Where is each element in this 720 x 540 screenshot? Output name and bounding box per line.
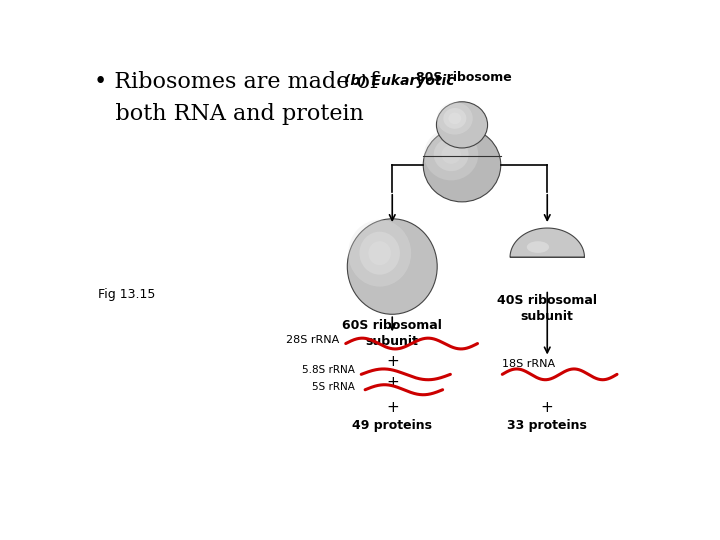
Text: 5.8S rRNA: 5.8S rRNA	[302, 366, 355, 375]
Text: Fig 13.15: Fig 13.15	[98, 288, 155, 301]
Text: 28S rRNA: 28S rRNA	[287, 335, 340, 346]
Ellipse shape	[433, 138, 469, 171]
Text: • Ribosomes are made of: • Ribosomes are made of	[94, 71, 378, 93]
Ellipse shape	[527, 241, 549, 253]
Text: 18S rRNA: 18S rRNA	[503, 359, 555, 369]
Ellipse shape	[359, 232, 400, 275]
Text: +: +	[386, 400, 399, 415]
PathPatch shape	[510, 228, 585, 257]
Ellipse shape	[444, 108, 467, 129]
Ellipse shape	[441, 145, 461, 164]
Text: 80S ribosome: 80S ribosome	[415, 71, 511, 84]
Ellipse shape	[423, 128, 500, 202]
Ellipse shape	[437, 102, 473, 134]
Text: 49 proteins: 49 proteins	[352, 418, 432, 431]
Ellipse shape	[424, 129, 478, 180]
Ellipse shape	[347, 219, 437, 314]
Text: +: +	[541, 400, 554, 415]
Ellipse shape	[348, 220, 411, 287]
Text: (b) Eukaryotic: (b) Eukaryotic	[344, 74, 455, 88]
Ellipse shape	[449, 113, 462, 124]
Text: both RNA and protein: both RNA and protein	[94, 103, 364, 125]
Text: +: +	[386, 375, 399, 390]
Text: +: +	[386, 354, 399, 369]
Text: 40S ribosomal
subunit: 40S ribosomal subunit	[498, 294, 598, 323]
Text: 60S ribosomal
subunit: 60S ribosomal subunit	[342, 319, 442, 348]
Text: 33 proteins: 33 proteins	[508, 418, 588, 431]
Ellipse shape	[436, 102, 487, 148]
Ellipse shape	[369, 241, 391, 265]
Text: 5S rRNA: 5S rRNA	[312, 382, 355, 392]
